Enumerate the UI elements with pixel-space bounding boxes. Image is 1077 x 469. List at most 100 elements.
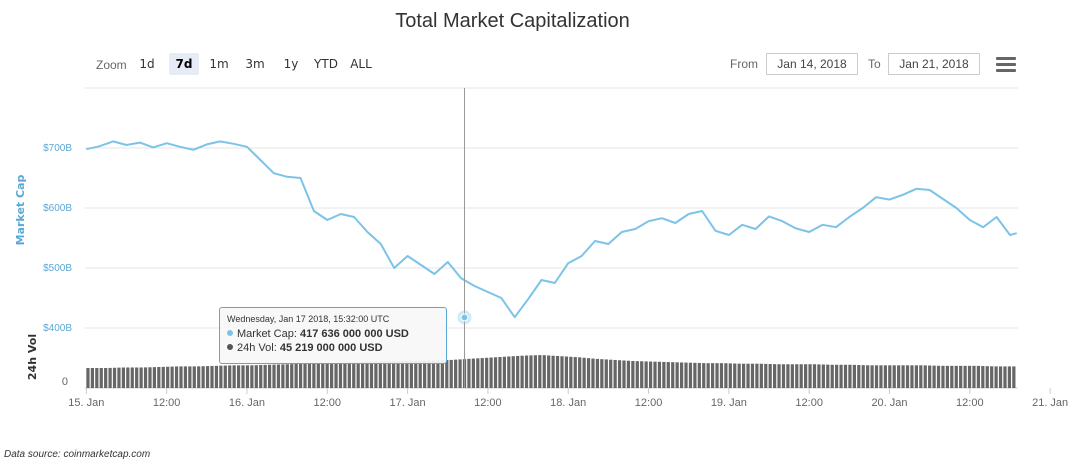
volume-bar — [192, 366, 196, 388]
volume-bar — [702, 363, 706, 388]
volume-bar — [617, 360, 622, 388]
volume-bar — [635, 361, 639, 388]
zoom-all-button[interactable]: ALL — [350, 57, 372, 71]
volume-bar — [290, 364, 294, 388]
volume-bar — [759, 363, 763, 388]
from-date-input[interactable]: Jan 14, 2018 — [766, 53, 858, 75]
volume-bar — [870, 365, 874, 388]
zoom-1d-button[interactable]: 1d — [139, 57, 155, 71]
volume-bar — [174, 366, 179, 388]
volume-bar — [874, 365, 879, 388]
volume-bar — [821, 364, 825, 388]
volume-bar — [427, 360, 431, 388]
volume-bar — [507, 356, 511, 388]
volume-bar — [790, 364, 794, 388]
volume-bar — [498, 357, 502, 388]
x-tick-label: 12:00 — [153, 397, 181, 409]
chart-title: Total Market Capitalization — [395, 10, 630, 32]
volume-bar — [511, 356, 515, 388]
volume-bar — [746, 363, 750, 388]
volume-bar — [197, 366, 201, 388]
volume-bar — [223, 365, 227, 388]
volume-bar — [471, 358, 475, 388]
volume-bar — [1007, 366, 1012, 388]
to-label: To — [868, 57, 881, 71]
x-tick-label: 12:00 — [474, 397, 502, 409]
volume-bar — [329, 362, 334, 388]
zoom-1m-button[interactable]: 1m — [209, 57, 229, 71]
volume-bar — [644, 361, 648, 388]
x-tick-label: 19. Jan — [711, 397, 747, 409]
volume-bar — [205, 366, 210, 388]
zoom-3m-button[interactable]: 3m — [245, 57, 265, 71]
volume-bar — [591, 358, 595, 388]
volume-bar — [86, 368, 90, 388]
y-tick-label: $500B — [43, 263, 72, 274]
volume-bar — [254, 365, 258, 388]
volume-bar — [485, 357, 489, 388]
zoom-ytd-button[interactable]: YTD — [314, 57, 338, 71]
volume-bar — [830, 364, 834, 388]
x-tick-label: 12:00 — [635, 397, 663, 409]
volume-bar — [595, 358, 600, 388]
zoom-1y-button[interactable]: 1y — [283, 57, 299, 71]
volume-bar — [839, 364, 843, 388]
y-tick-label: $400B — [43, 323, 72, 334]
volume-bar — [95, 368, 99, 388]
volume-bar — [945, 365, 950, 388]
y-tick-label: $700B — [43, 143, 72, 154]
volume-bar — [378, 361, 382, 388]
volume-bar — [285, 364, 289, 388]
volume-bar — [334, 362, 338, 388]
tooltip-volume-label: 24h Vol: — [237, 342, 277, 354]
volume-bar — [573, 357, 577, 388]
volume-bar — [383, 361, 387, 388]
volume-bar — [812, 364, 817, 388]
volume-bar — [392, 361, 396, 388]
volume-bar — [910, 365, 914, 388]
volume-bar — [108, 367, 112, 388]
volume-bar — [728, 363, 732, 388]
x-tick-label: 20. Jan — [871, 397, 907, 409]
volume-bar — [755, 363, 759, 388]
volume-bar — [374, 361, 378, 388]
volume-bar — [524, 355, 529, 388]
volume-bar — [104, 368, 108, 388]
volume-bar — [897, 365, 901, 388]
volume-bar — [551, 355, 555, 388]
volume-bar — [773, 364, 777, 388]
volume-bar — [555, 355, 560, 388]
volume-bar — [325, 363, 329, 388]
volume-bar — [148, 367, 152, 388]
volume-bar — [684, 362, 688, 388]
volume-bar — [263, 364, 267, 388]
volume-bar — [1003, 366, 1007, 388]
volume-bar — [480, 358, 484, 388]
volume-bar — [737, 363, 741, 388]
volume-bar — [423, 360, 427, 388]
volume-bar — [888, 365, 892, 388]
volume-bar — [188, 366, 192, 388]
volume-bar — [121, 367, 126, 388]
volume-bar — [405, 361, 409, 388]
volume-bar — [259, 365, 263, 388]
volume-bar — [542, 355, 546, 388]
volume-bar — [236, 365, 241, 388]
x-tick-label: 18. Jan — [550, 397, 586, 409]
volume-bar — [112, 367, 117, 388]
volume-bar — [852, 364, 856, 388]
volume-bar — [431, 360, 436, 388]
volume-bar — [502, 356, 506, 388]
zoom-7d-button[interactable]: 7d — [169, 53, 199, 75]
volume-bar — [365, 361, 369, 388]
volume-bar — [586, 358, 591, 388]
volume-bar — [804, 364, 808, 388]
volume-bar — [352, 362, 356, 388]
tooltip-market-cap-label: Market Cap: — [237, 328, 297, 340]
to-date-input[interactable]: Jan 21, 2018 — [888, 53, 980, 75]
hamburger-menu-icon[interactable] — [996, 57, 1016, 73]
volume-bar — [578, 357, 582, 388]
volume-bar — [706, 363, 710, 388]
volume-zero-tick: 0 — [62, 376, 68, 388]
volume-bar — [476, 358, 480, 388]
